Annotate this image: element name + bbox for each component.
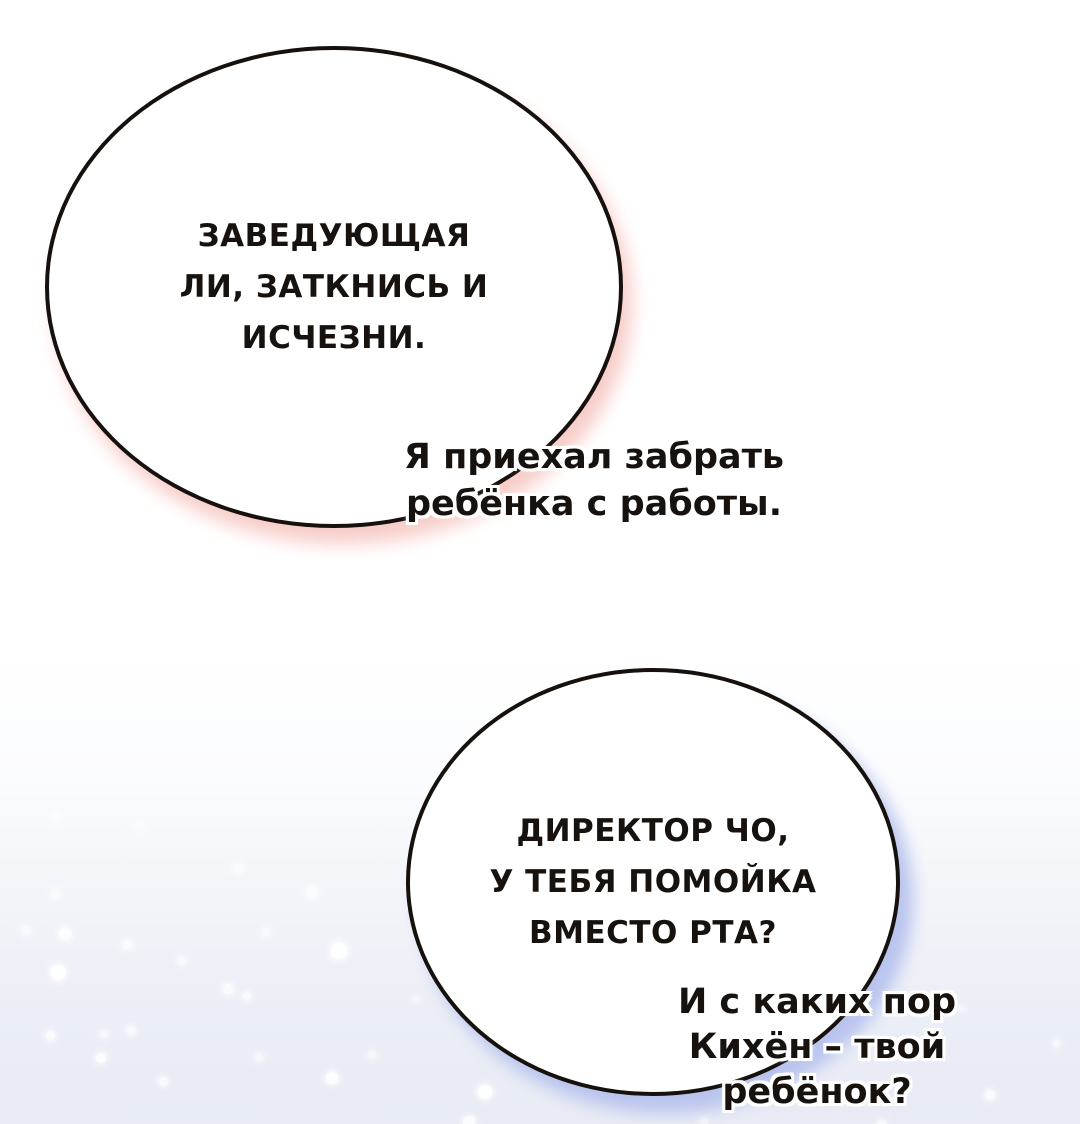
dialogue-line: ЗАВЕДУЮЩАЯ xyxy=(197,217,471,254)
dialogue-line: И с каких пор xyxy=(677,982,957,1022)
dialogue-line: ИСЧЕЗНИ. xyxy=(241,319,427,356)
snow-speck xyxy=(22,927,30,935)
snow-speck xyxy=(326,1072,338,1084)
snow-speck xyxy=(262,928,270,936)
snow-speck xyxy=(255,1053,263,1061)
speech-bubble-top-text: ЗАВЕДУЮЩАЯ ЛИ, ЗАТКНИСЬ И ИСЧЕЗНИ. xyxy=(180,211,489,364)
snow-speck xyxy=(463,1116,475,1124)
snow-speck xyxy=(51,965,66,980)
snow-speck xyxy=(985,1090,995,1100)
snow-speck xyxy=(223,984,233,994)
snow-speck xyxy=(178,957,186,965)
snow-speck xyxy=(59,928,71,940)
offscreen-dialogue-top: Я приехал забрать ребёнка с работы. xyxy=(404,434,784,528)
speech-bubble-bottom: ДИРЕКТОР ЧО, У ТЕБЯ ПОМОЙКА ВМЕСТО РТА? xyxy=(406,668,900,1096)
snow-speck xyxy=(233,864,243,874)
snow-speck xyxy=(96,1053,106,1063)
dialogue-line: Кихён – твой xyxy=(688,1027,946,1067)
snow-speck xyxy=(100,1030,108,1038)
dialogue-line: ЛИ, ЗАТКНИСЬ И xyxy=(179,268,489,305)
offscreen-dialogue-bottom: И с каких пор Кихён – твой ребёнок? xyxy=(678,980,956,1115)
dialogue-line: У ТЕБЯ ПОМОЙКА xyxy=(489,863,817,900)
snow-speck xyxy=(331,943,347,959)
snow-speck xyxy=(159,1077,168,1086)
snow-speck xyxy=(135,822,144,831)
dialogue-line: ВМЕСТО РТА? xyxy=(528,914,778,951)
snow-speck xyxy=(700,1117,708,1124)
dialogue-line: ребёнок? xyxy=(722,1072,912,1112)
dialogue-line: Я приехал забрать xyxy=(403,437,785,477)
snow-speck xyxy=(51,812,61,822)
snow-speck xyxy=(46,1031,55,1040)
dialogue-line: ДИРЕКТОР ЧО, xyxy=(516,812,790,849)
snow-speck xyxy=(958,1005,964,1011)
snow-speck xyxy=(413,996,419,1002)
snow-speck xyxy=(127,1026,136,1035)
snow-speck xyxy=(243,992,251,1000)
snow-speck xyxy=(306,886,318,898)
dialogue-line: ребёнка с работы. xyxy=(405,484,783,524)
snow-speck xyxy=(368,1051,376,1059)
snow-speck xyxy=(123,940,132,949)
speech-bubble-bottom-text: ДИРЕКТОР ЧО, У ТЕБЯ ПОМОЙКА ВМЕСТО РТА? xyxy=(489,806,816,959)
snow-speck xyxy=(1053,1040,1060,1047)
speech-bubble-top: ЗАВЕДУЮЩАЯ ЛИ, ЗАТКНИСЬ И ИСЧЕЗНИ. xyxy=(45,46,623,528)
snow-speck xyxy=(478,1085,492,1099)
snow-speck xyxy=(51,889,60,898)
snow-speck xyxy=(877,1120,886,1124)
